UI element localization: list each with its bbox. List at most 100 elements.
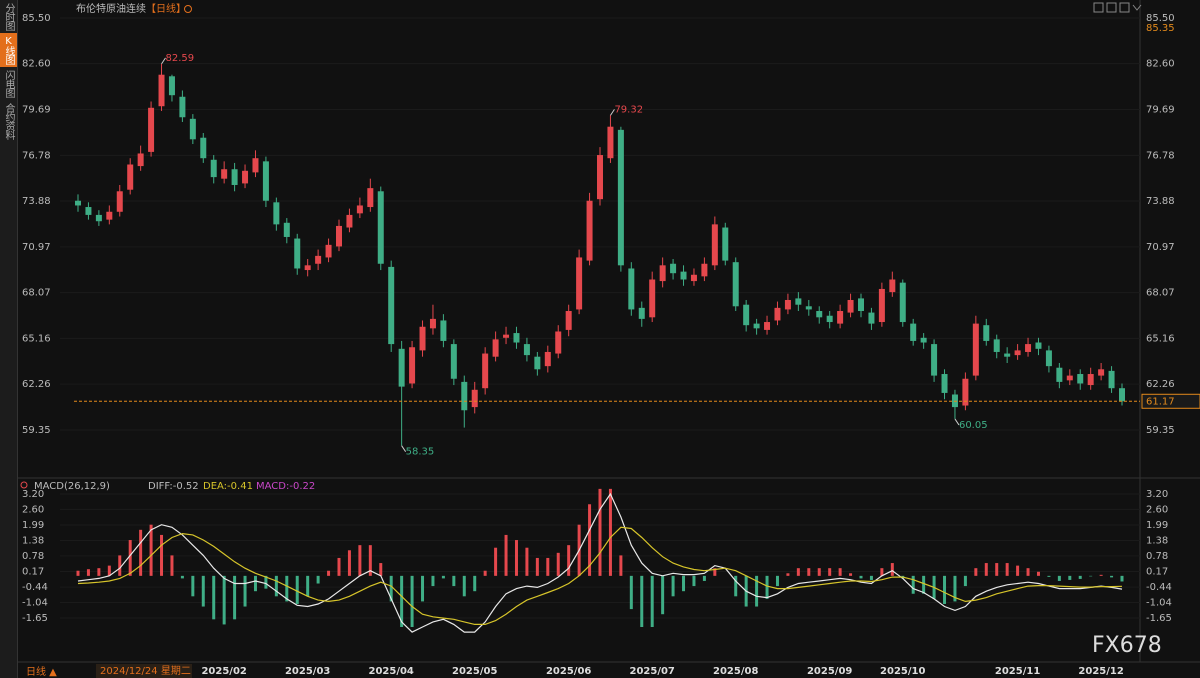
sidebar: 分时图 K线图 闪电图 合约资料 xyxy=(0,0,18,678)
y-tick-label: 79.69 xyxy=(1146,105,1175,116)
candle-body xyxy=(826,315,833,323)
candle-body xyxy=(576,257,583,310)
candle-body xyxy=(764,322,771,330)
candle-body xyxy=(941,374,948,393)
add-icon[interactable] xyxy=(184,5,192,13)
x-tick-label: 2025/06 xyxy=(546,666,591,677)
y-tick-label: -1.04 xyxy=(22,597,48,608)
tab[interactable]: 闪电图 xyxy=(3,70,14,97)
legend-entry: DEA:-0.41 xyxy=(203,481,253,492)
y-tick-label: 65.16 xyxy=(1146,333,1175,344)
candle-body xyxy=(649,279,656,318)
y-tick-label: -0.44 xyxy=(1146,582,1172,593)
candle-body xyxy=(805,306,812,310)
macd-line xyxy=(77,492,1123,633)
candle-body xyxy=(85,207,92,215)
tool-icon[interactable] xyxy=(1093,2,1104,13)
period-switch[interactable]: 日线 ▲ xyxy=(26,665,57,678)
candle-body xyxy=(325,244,332,258)
candle-body xyxy=(659,265,666,282)
candle-body xyxy=(1119,388,1125,402)
candle-body xyxy=(461,381,468,411)
candle-body xyxy=(200,137,207,159)
annotation: 60.05 xyxy=(959,420,988,431)
candle-body xyxy=(690,274,697,282)
candle-body xyxy=(931,344,938,376)
candle-body xyxy=(262,161,269,201)
candle-body xyxy=(1014,350,1021,356)
candle-body xyxy=(419,326,426,351)
candle-body xyxy=(1035,342,1042,349)
candle-body xyxy=(858,298,864,312)
candle-body xyxy=(1056,367,1063,382)
x-tick-label: 2025/03 xyxy=(285,666,330,677)
candle-body xyxy=(482,353,489,389)
candle-body xyxy=(910,323,917,341)
candle-body xyxy=(837,311,844,324)
candle-body xyxy=(471,389,478,408)
candle-body xyxy=(231,169,238,185)
macd-line xyxy=(77,526,1123,625)
candle-body xyxy=(179,96,186,118)
candle-body xyxy=(565,311,572,330)
tool-icon[interactable] xyxy=(1132,4,1142,11)
candle-body xyxy=(1025,344,1032,352)
y-tick-label: 1.99 xyxy=(22,520,44,531)
candle-body xyxy=(617,129,624,266)
x-tick-label: 2025/08 xyxy=(713,666,758,677)
candle-body xyxy=(1066,375,1073,381)
y-tick-label: 59.35 xyxy=(22,425,51,436)
y-tick-label: 2.60 xyxy=(1146,504,1168,515)
watermark: FX678 xyxy=(1092,633,1162,658)
y-tick-label: 59.35 xyxy=(1146,425,1175,436)
tool-icon[interactable] xyxy=(1119,2,1130,13)
y-tick-label: 73.88 xyxy=(22,196,51,207)
candle-body xyxy=(784,299,791,310)
y-tick-label: 68.07 xyxy=(22,288,51,299)
period-label: 【日线】 xyxy=(146,2,186,15)
y-tick-label: 0.78 xyxy=(1146,551,1168,562)
candle-body xyxy=(283,222,290,237)
tab[interactable]: 分时图 xyxy=(3,3,14,30)
candle-body xyxy=(95,214,102,222)
candle-body xyxy=(628,268,635,310)
annotation-leader xyxy=(161,57,166,65)
tool-icon[interactable] xyxy=(1106,2,1117,13)
candle-body xyxy=(294,238,301,269)
candle-body xyxy=(137,153,144,167)
tab[interactable]: K线图 xyxy=(0,33,17,67)
y-tick-label: -1.04 xyxy=(1146,597,1172,608)
y-tick-label: -0.44 xyxy=(22,582,48,593)
x-tick-label: 2024/12/24 星期二 xyxy=(100,665,191,677)
y-tick-label: 76.78 xyxy=(1146,150,1175,161)
y-tick-label: 3.20 xyxy=(1146,489,1168,500)
candle-body xyxy=(701,263,708,277)
candle-body xyxy=(492,339,499,357)
candle-body xyxy=(555,331,562,354)
annotation: 79.32 xyxy=(614,104,643,115)
tab[interactable]: 合约资料 xyxy=(3,103,14,139)
candle-body xyxy=(889,279,896,293)
x-tick-label: 2025/07 xyxy=(629,666,674,677)
candle-body xyxy=(168,76,175,96)
y-tick-label: -1.65 xyxy=(22,613,48,624)
toolbar xyxy=(1093,2,1142,13)
y-tick-label: 3.20 xyxy=(22,489,44,500)
candle-body xyxy=(116,191,123,212)
candle-body xyxy=(586,200,593,261)
candle-body xyxy=(534,356,541,370)
y-tick-label: 79.69 xyxy=(22,105,51,116)
candle-body xyxy=(868,312,875,324)
y-tick-label: 1.99 xyxy=(1146,520,1168,531)
x-tick-label: 2025/09 xyxy=(807,666,852,677)
candle-body xyxy=(1087,374,1094,386)
macd-icon[interactable] xyxy=(20,481,28,489)
candle-body xyxy=(210,159,217,178)
candle-body xyxy=(920,337,927,343)
candle-body xyxy=(962,378,969,406)
candle-body xyxy=(1004,353,1011,357)
y-tick-label: 2.60 xyxy=(22,504,44,515)
legend-entry: MACD:-0.22 xyxy=(256,481,315,492)
candle-body xyxy=(899,282,906,323)
